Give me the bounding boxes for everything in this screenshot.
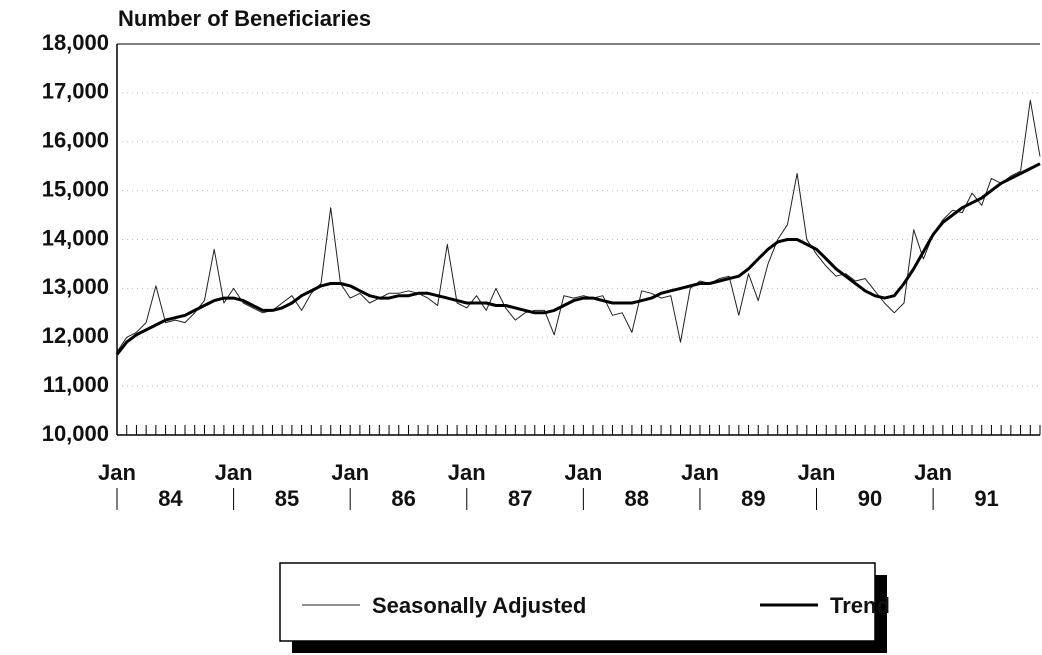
- y-tick-label: 10,000: [42, 421, 109, 446]
- line: [116, 99, 1041, 353]
- y-tick-label: 12,000: [42, 323, 109, 348]
- y-tick-label: 18,000: [42, 30, 109, 55]
- axis-title: Number of Beneficiaries: [118, 6, 371, 31]
- y-tick-label: 17,000: [42, 79, 109, 104]
- year-label: 90: [858, 486, 882, 511]
- legend-label: Trend: [830, 593, 890, 618]
- x-tick-label: Jan: [914, 460, 952, 485]
- x-tick-label: Jan: [331, 460, 369, 485]
- line: [115, 162, 1041, 356]
- x-tick-label: Jan: [564, 460, 602, 485]
- year-label: 86: [391, 486, 415, 511]
- x-tick-label: Jan: [681, 460, 719, 485]
- y-tick-label: 14,000: [42, 225, 109, 250]
- year-label: 91: [974, 486, 998, 511]
- year-label: 89: [741, 486, 765, 511]
- y-tick-label: 11,000: [43, 372, 109, 397]
- y-tick-label: 15,000: [42, 176, 109, 201]
- y-tick-label: 13,000: [42, 274, 109, 299]
- year-label: 87: [508, 486, 532, 511]
- year-label: 85: [275, 486, 299, 511]
- x-tick-label: Jan: [798, 460, 836, 485]
- x-tick-label: Jan: [98, 460, 136, 485]
- legend-label: Seasonally Adjusted: [372, 593, 586, 618]
- x-tick-label: Jan: [448, 460, 486, 485]
- year-label: 84: [158, 486, 183, 511]
- y-tick-label: 16,000: [42, 128, 109, 153]
- year-label: 88: [625, 486, 649, 511]
- x-tick-label: Jan: [215, 460, 253, 485]
- legend: [279, 562, 876, 642]
